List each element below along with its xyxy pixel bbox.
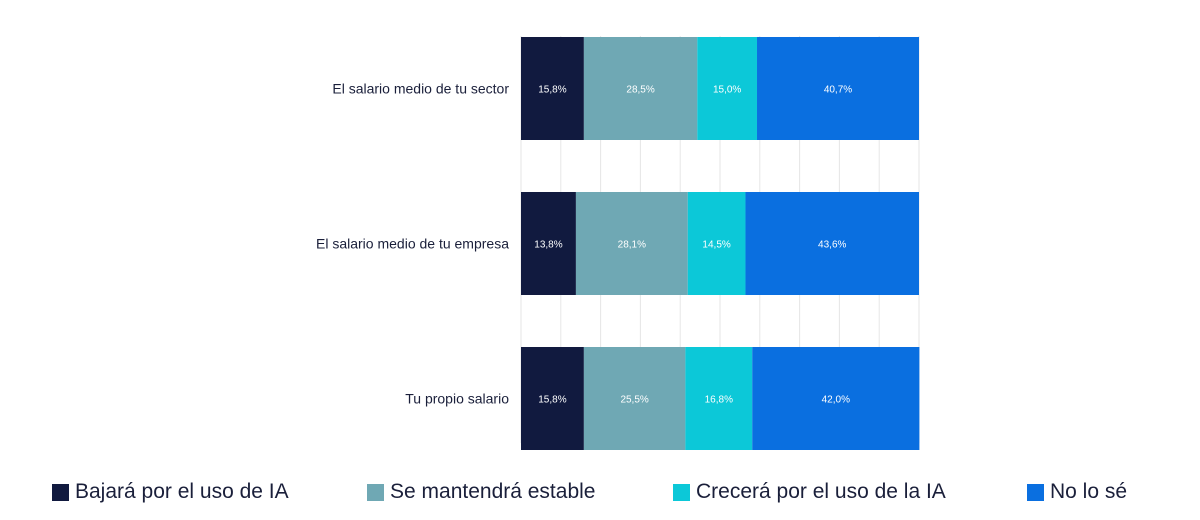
legend-label-bajara: Bajará por el uso de IA xyxy=(75,480,289,503)
category-label: El salario medio de tu empresa xyxy=(316,236,509,252)
data-label: 15,8% xyxy=(538,85,566,96)
legend-swatch-crecera xyxy=(673,483,690,501)
legend-item-crecera: Crecerá por el uso de la IA xyxy=(673,474,946,510)
category-label: Tu propio salario xyxy=(405,391,509,407)
legend-swatch-no-lo-se xyxy=(1027,483,1044,501)
bar-row: El salario medio de tu sector 15,8% 28,5% 1… xyxy=(332,37,919,140)
data-label: 28,1% xyxy=(618,240,646,251)
data-label: 40,7% xyxy=(824,85,852,96)
data-label: 15,0% xyxy=(713,85,741,96)
bar-segment xyxy=(575,192,688,295)
legend-label-no-lo-se: No lo sé xyxy=(1050,480,1128,503)
data-label: 28,5% xyxy=(626,85,654,96)
bar-row: El salario medio de tu empresa 13,8% 28,1%… xyxy=(316,192,919,295)
bar-segment xyxy=(521,37,584,140)
data-label: 25,5% xyxy=(620,395,648,406)
legend-swatch-bajara xyxy=(52,483,69,501)
data-label: 43,6% xyxy=(818,240,846,251)
bar-segment xyxy=(521,347,584,450)
category-label: El salario medio de tu sector xyxy=(332,81,509,97)
data-label: 15,8% xyxy=(538,395,566,406)
bar-row: Tu propio salario 15,8% 25,5% 16,8% 42,0% xyxy=(405,347,920,450)
bar-segment xyxy=(521,192,576,295)
bar-segment xyxy=(745,192,919,295)
legend-item-estable: Se mantendrá estable xyxy=(367,474,595,510)
bar-segment xyxy=(697,37,758,140)
chart-legend: Bajará por el uso de IA Se mantendrá est… xyxy=(0,474,1200,510)
data-label: 13,8% xyxy=(534,240,562,251)
legend-label-estable: Se mantendrá estable xyxy=(390,480,596,503)
data-label: 42,0% xyxy=(822,395,850,406)
bar-segment xyxy=(752,347,920,450)
legend-label-crecera: Crecerá por el uso de la IA xyxy=(696,480,946,503)
legend-swatch-estable xyxy=(367,483,384,501)
legend-item-bajara: Bajará por el uso de IA xyxy=(52,474,289,510)
legend-item-no-lo-se: No lo sé xyxy=(1027,474,1127,510)
bar-segment xyxy=(757,37,919,140)
bar-segment xyxy=(583,37,698,140)
bar-segment xyxy=(583,347,686,450)
data-label: 14,5% xyxy=(702,240,730,251)
bar-segment xyxy=(687,192,746,295)
bar-segment xyxy=(685,347,753,450)
chart-plot-area: El salario medio de tu sector 15,8% 28,5% 1… xyxy=(316,36,920,450)
data-label: 16,8% xyxy=(705,395,733,406)
